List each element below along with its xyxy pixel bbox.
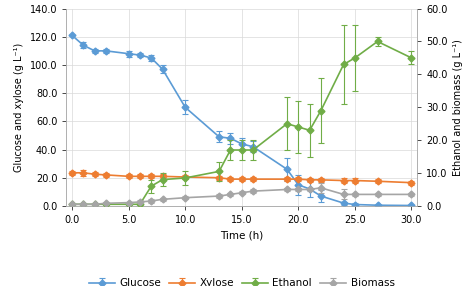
X-axis label: Time (h): Time (h) xyxy=(220,231,264,241)
Y-axis label: Glucose and xylose (g L⁻¹): Glucose and xylose (g L⁻¹) xyxy=(14,43,24,172)
Legend: Glucose, Xylose, Ethanol, Biomass: Glucose, Xylose, Ethanol, Biomass xyxy=(85,274,399,286)
Y-axis label: Ethanol and biomass (g L⁻¹): Ethanol and biomass (g L⁻¹) xyxy=(453,39,463,176)
